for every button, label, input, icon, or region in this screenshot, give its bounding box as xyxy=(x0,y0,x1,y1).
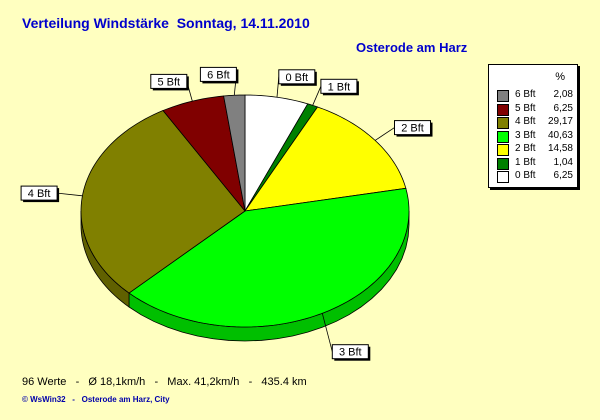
pie-slice-0-bft xyxy=(244,94,309,213)
legend-label: 1 Bft xyxy=(515,156,536,168)
legend-value: 6,25 xyxy=(553,102,573,114)
pie-slices xyxy=(80,94,410,328)
label-box xyxy=(150,73,188,89)
legend-swatch xyxy=(497,90,509,102)
label-text: 2 Bft xyxy=(401,123,424,135)
label-leader xyxy=(312,86,322,106)
pie-slice-3-bft xyxy=(128,187,410,328)
slice-label: 1 Bft xyxy=(312,78,359,106)
legend-item: 2 Bft 14,58 xyxy=(497,143,575,156)
label-text: 1 Bft xyxy=(328,81,351,93)
legend-label: 3 Bft xyxy=(515,129,536,141)
label-text: 5 Bft xyxy=(157,76,180,88)
legend-label: 0 Bft xyxy=(515,170,536,181)
legend-value: 14,58 xyxy=(547,143,573,154)
legend-item: 3 Bft 40,63 xyxy=(497,130,575,143)
label-leader xyxy=(57,192,83,197)
chart-title: Verteilung Windstärke Sonntag, 14.11.201… xyxy=(22,15,310,31)
pie-slice-5-bft xyxy=(162,95,246,212)
legend-swatch xyxy=(497,117,509,129)
legend-item: 6 Bft 2,08 xyxy=(497,89,575,102)
label-leader xyxy=(321,313,333,352)
legend-value: 29,17 xyxy=(547,116,573,127)
slice-label: 4 Bft xyxy=(20,185,83,203)
label-text: 6 Bft xyxy=(207,69,230,81)
pie-slice-6-bft xyxy=(223,94,246,212)
label-text: 3 Bft xyxy=(339,347,362,359)
slice-label: 6 Bft xyxy=(199,66,239,96)
location-label: Osterode am Harz xyxy=(356,40,468,55)
legend-swatch xyxy=(497,157,509,170)
legend-item: 5 Bft 6,25 xyxy=(497,103,575,116)
pie-slice-4-bft xyxy=(80,110,246,294)
legend-value: 40,63 xyxy=(547,129,573,141)
legend-label: 6 Bft xyxy=(515,89,536,100)
label-box xyxy=(394,120,431,136)
legend: % 6 Bft 2,08 5 Bft 6,25 4 Bft 29,17 3 Bft 40,63… xyxy=(488,64,578,188)
legend-item: 0 Bft 6,25 xyxy=(497,170,575,183)
legend-swatch xyxy=(497,144,509,156)
slice-label: 5 Bft xyxy=(150,73,193,102)
label-text: 4 Bft xyxy=(28,188,51,200)
legend-label: 5 Bft xyxy=(515,102,536,114)
footer-credit: © WsWin32 - Osterode am Harz, City xyxy=(22,395,170,404)
legend-value: 6,25 xyxy=(553,170,573,181)
legend-value: 1,04 xyxy=(553,156,573,168)
legend-item: 1 Bft 1,04 xyxy=(497,157,575,170)
slice-label: 0 Bft xyxy=(276,69,317,98)
legend-value: 2,08 xyxy=(553,89,573,100)
label-box xyxy=(320,78,358,94)
slice-labels: 0 Bft 1 Bft 2 Bft 3 Bft 4 Bft 5 Bft 6 Bft xyxy=(20,66,433,361)
slice-label: 2 Bft xyxy=(374,120,433,141)
legend-swatch xyxy=(497,130,509,143)
label-box xyxy=(199,66,237,82)
legend-label: 2 Bft xyxy=(515,143,536,154)
label-box xyxy=(20,185,58,201)
label-leader xyxy=(374,127,395,141)
legend-label: 4 Bft xyxy=(515,116,536,127)
label-text: 0 Bft xyxy=(285,72,308,84)
label-box xyxy=(278,69,316,85)
legend-swatch xyxy=(497,171,509,183)
legend-item: 4 Bft 29,17 xyxy=(497,116,575,129)
label-box xyxy=(331,344,369,360)
stats-line: 96 Werte - Ø 18,1km/h - Max. 41,2km/h - … xyxy=(22,376,307,388)
legend-header: % xyxy=(555,71,565,83)
slice-label: 3 Bft xyxy=(321,313,371,361)
legend-swatch xyxy=(497,103,509,116)
